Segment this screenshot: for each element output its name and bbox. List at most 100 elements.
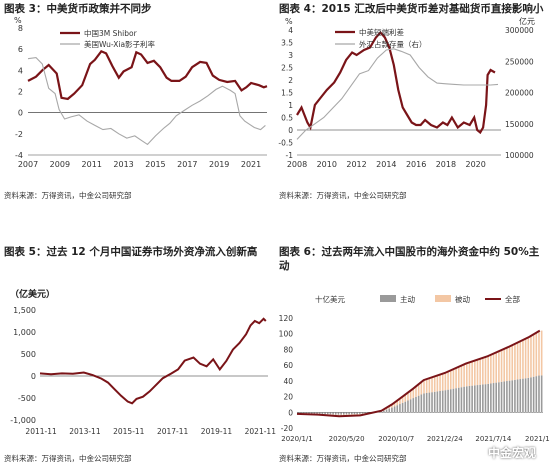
bar-active bbox=[460, 387, 463, 413]
y-tick-label: 500 bbox=[21, 350, 36, 359]
y-tick-label: 100 bbox=[279, 330, 294, 339]
bar-passive bbox=[449, 370, 452, 390]
bar-active bbox=[487, 383, 489, 413]
series-line-shibor bbox=[27, 49, 268, 101]
y-tick-label: 2 bbox=[18, 88, 23, 97]
bar-passive bbox=[530, 335, 532, 378]
y-tick-label: -20 bbox=[281, 424, 293, 433]
bar-passive bbox=[420, 382, 423, 395]
bar-active bbox=[342, 412, 345, 415]
bar-passive bbox=[436, 375, 439, 392]
bar-active bbox=[297, 412, 300, 414]
bar-active bbox=[356, 412, 358, 414]
bar-passive bbox=[412, 388, 415, 399]
y2-tick-label: 150000 bbox=[505, 120, 534, 129]
x-tick-label: 2021-11 bbox=[245, 427, 277, 436]
legend-label: 中国3M Shibor bbox=[84, 28, 138, 38]
bar-passive bbox=[511, 345, 514, 381]
legend-label: 中美短端利差 bbox=[359, 27, 404, 37]
y-tick-label: -2 bbox=[15, 130, 23, 139]
y-tick-label: -4 bbox=[15, 151, 23, 160]
bar-active bbox=[465, 386, 468, 413]
y-tick-label: 1 bbox=[288, 101, 293, 110]
bar-passive bbox=[439, 374, 441, 391]
bar-active bbox=[503, 381, 506, 413]
x-tick-label: 2007 bbox=[18, 160, 38, 169]
bar-passive bbox=[487, 355, 489, 384]
bar-passive bbox=[428, 378, 431, 393]
bar-active bbox=[514, 379, 516, 413]
bar-active bbox=[396, 405, 399, 413]
bar-active bbox=[471, 385, 473, 413]
bar-active bbox=[498, 382, 500, 413]
y-axis-label: 十亿美元 bbox=[315, 294, 345, 304]
y-tick-label: 8 bbox=[18, 24, 23, 33]
x-tick-label: 2019-11 bbox=[201, 427, 233, 436]
bar-passive bbox=[463, 364, 465, 387]
x-tick-label: 2011 bbox=[82, 160, 102, 169]
bar-passive bbox=[423, 379, 425, 394]
y2-tick-label: 100000 bbox=[505, 151, 534, 160]
x-tick-label: 2021/2/24 bbox=[427, 435, 463, 443]
legend-label: 被动 bbox=[455, 294, 470, 304]
x-tick-label: 2017-11 bbox=[157, 427, 189, 436]
bar-active bbox=[305, 412, 308, 414]
bar-active bbox=[388, 408, 391, 413]
y-tick-label: 1,000 bbox=[13, 328, 36, 337]
bar-passive bbox=[457, 366, 460, 388]
x-tick-label: 2013-11 bbox=[69, 427, 101, 436]
bar-passive bbox=[527, 337, 530, 378]
bar-active bbox=[337, 412, 340, 415]
y-tick-label: 0 bbox=[31, 372, 36, 381]
x-tick-label: 2015-11 bbox=[113, 427, 145, 436]
series-line-fx-reserve bbox=[296, 48, 499, 140]
bar-active bbox=[457, 387, 460, 413]
bar-active bbox=[474, 385, 476, 413]
bar-active bbox=[367, 412, 369, 414]
bar-active bbox=[436, 391, 439, 413]
x-tick-label: 2012 bbox=[346, 160, 366, 169]
legend-swatch bbox=[380, 295, 396, 302]
bar-active bbox=[359, 412, 361, 414]
y-tick-label: 1.5 bbox=[281, 89, 293, 98]
chart-svg: % 亿元 4 3.5 3 2.5 2 1.5 1 0.5 0 -0.5 -1 300000 250000 20… bbox=[278, 16, 535, 169]
y-tick-label: 0 bbox=[288, 126, 293, 135]
source-note: 资料来源：万得资讯，中金公司研究部 bbox=[4, 191, 132, 200]
x-tick-label: 2008 bbox=[287, 160, 307, 169]
y-tick-label: -1,000 bbox=[10, 416, 36, 425]
bar-active bbox=[463, 386, 465, 413]
bar-passive bbox=[471, 361, 473, 386]
bar-active bbox=[329, 412, 332, 415]
bar-passive bbox=[498, 351, 500, 383]
bar-active bbox=[484, 384, 487, 413]
bar-active bbox=[482, 384, 484, 413]
y-tick-label: -0.5 bbox=[278, 139, 293, 148]
y-tick-label: 60 bbox=[283, 361, 293, 370]
bar-active bbox=[417, 395, 420, 413]
chart-title: 图表 5：过去 12 个月中国证券市场外资净流入创新高 bbox=[4, 246, 258, 258]
bar-passive bbox=[540, 330, 543, 376]
bar-active bbox=[364, 412, 366, 414]
y-axis-label: （亿美元） bbox=[10, 288, 55, 300]
chart-title: 图表 4：2015 汇改后中美货币差对基础货币直接影响小 bbox=[279, 3, 544, 15]
y2-axis-label: 亿元 bbox=[519, 16, 535, 26]
bar-passive bbox=[455, 367, 457, 389]
legend-label: 外汇占款存量（右） bbox=[359, 39, 427, 49]
bar-active bbox=[530, 377, 532, 413]
x-tick-label: 2021/7/14 bbox=[475, 435, 511, 443]
bar-active bbox=[348, 412, 350, 415]
bar-passive bbox=[474, 360, 476, 386]
bar-passive bbox=[519, 341, 522, 380]
bar-active bbox=[316, 412, 318, 414]
y-tick-label: 2 bbox=[288, 76, 293, 85]
y-tick-label: 3 bbox=[288, 51, 293, 60]
bar-active bbox=[428, 392, 431, 413]
bar-active bbox=[300, 412, 302, 414]
bar-active bbox=[334, 412, 337, 415]
y-tick-label: -1 bbox=[286, 151, 294, 160]
bar-active bbox=[404, 401, 407, 413]
bar-passive bbox=[441, 373, 444, 391]
bar-active bbox=[540, 375, 543, 413]
bar-active bbox=[412, 398, 415, 413]
